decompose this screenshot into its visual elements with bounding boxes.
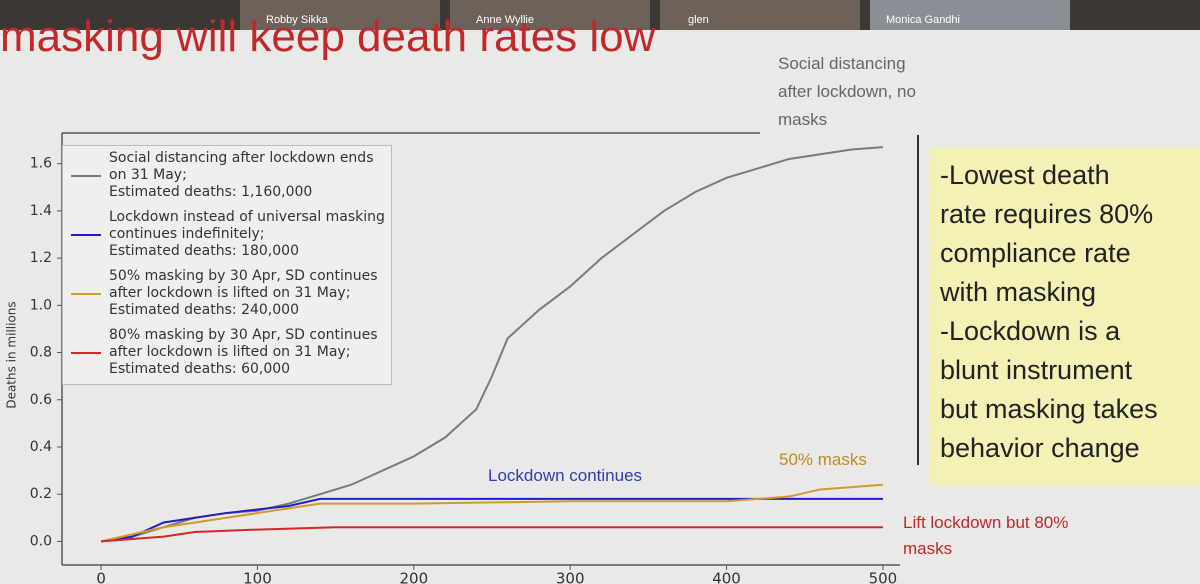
participant-name: glen (688, 14, 709, 26)
legend-swatch (71, 175, 101, 177)
legend: Social distancing after lockdown ends on… (62, 145, 392, 385)
video-tile (660, 0, 860, 30)
annotation: Lockdown continues (488, 466, 643, 485)
participant-name: Robby Sikka (266, 14, 328, 26)
legend-swatch (71, 352, 101, 354)
video-bar: Robby Sikka Anne Wyllie glen Monica Gand… (0, 0, 1200, 30)
participant-name: Monica Gandhi (886, 14, 960, 26)
y-tick-label: 1.0 (30, 297, 52, 313)
video-tile (870, 0, 1070, 30)
annotation: Social distancing after lockdown, no mas… (778, 54, 916, 129)
y-tick-label: 0.8 (30, 345, 52, 361)
y-tick-label: 0.0 (30, 533, 52, 549)
y-tick-label: 0.4 (30, 439, 52, 455)
series-line (100, 497, 883, 543)
video-tile (450, 0, 650, 30)
series-line (100, 483, 883, 543)
slide-title: masking will keep death rates low (0, 12, 656, 61)
participant-name: Anne Wyllie (476, 14, 534, 26)
side-note: -Lowest death rate requires 80% complian… (930, 148, 1200, 486)
legend-swatch (71, 293, 101, 295)
x-tick-label: 500 (869, 570, 898, 584)
y-tick-label: 1.6 (30, 156, 52, 172)
x-tick-label: 0 (96, 570, 106, 584)
legend-label: 50% masking by 30 Apr, SD continues afte… (109, 268, 378, 318)
annotation: 50% masks (779, 450, 867, 469)
y-tick-label: 0.6 (30, 392, 52, 408)
y-axis-label: Deaths in millions (5, 301, 19, 408)
x-tick-label: 200 (399, 570, 428, 584)
y-tick-label: 1.4 (30, 203, 52, 219)
y-tick-label: 1.2 (30, 250, 52, 266)
video-tile (240, 0, 440, 30)
annotation: Lift lockdown but 80% masks (903, 513, 1069, 558)
legend-label: Lockdown instead of universal masking co… (109, 209, 385, 259)
x-tick-label: 300 (556, 570, 585, 584)
legend-label: Social distancing after lockdown ends on… (109, 150, 374, 200)
series-line (101, 526, 883, 543)
y-tick-label: 0.2 (30, 486, 52, 502)
legend-label: 80% masking by 30 Apr, SD continues afte… (109, 327, 378, 377)
x-tick-label: 400 (712, 570, 741, 584)
legend-swatch (71, 234, 101, 236)
x-tick-label: 100 (243, 570, 272, 584)
